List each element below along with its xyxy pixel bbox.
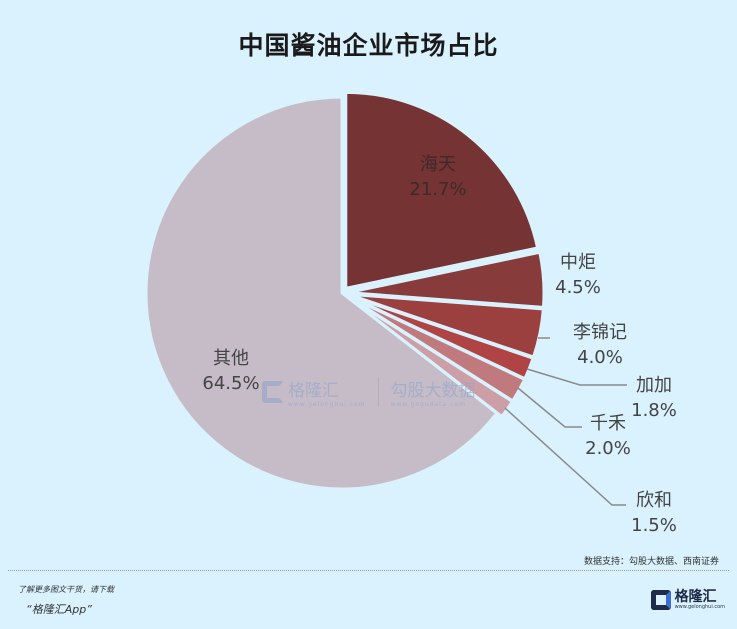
promo-app-name: “格隆汇App” <box>26 603 92 616</box>
leader-line-qianhe <box>517 387 582 428</box>
watermark-separator <box>377 377 379 407</box>
footer-brand-name: 格隆汇 <box>674 589 717 605</box>
label-zhongju: 中炬 4.5% <box>555 252 601 298</box>
watermark-brand: 格隆汇 <box>288 381 339 401</box>
label-other: 其他 64.5% <box>202 348 260 394</box>
label-haitian: 海天 21.7% <box>409 154 467 200</box>
chart-title: 中国酱油企业市场占比 <box>238 31 499 60</box>
leader-line-jiajia <box>526 368 627 386</box>
watermark-brand-url: www.gelonghui.com <box>288 401 366 408</box>
watermark-data-url: www.gogudata.com <box>390 401 466 408</box>
gelonghui-logo-icon <box>650 590 671 610</box>
pie-slice-6 <box>144 95 499 491</box>
pie-slice-1 <box>347 250 546 309</box>
leader-line-xinhe <box>504 407 626 506</box>
label-qianhe: 千禾 2.0% <box>585 413 631 459</box>
footer-brand-url: www.gelonghui.com <box>674 604 725 610</box>
gelonghui-logo-icon <box>262 381 284 403</box>
label-jiajia: 加加 1.8% <box>631 375 677 421</box>
footer-brand-logo: 格隆汇 www.gelonghui.com <box>650 589 725 610</box>
promo-text: 了解更多图文干货，请下载 <box>18 585 114 594</box>
label-xinhe: 欣和 1.5% <box>631 490 677 536</box>
label-lijinji: 李锦记 4.0% <box>573 322 627 368</box>
watermark-data-brand: 勾股大数据 <box>390 381 476 401</box>
watermark: 格隆汇 www.gelonghui.com 勾股大数据 www.gogudata… <box>262 376 476 408</box>
pie-slice-0 <box>344 90 540 291</box>
data-source: 数据支持：勾股大数据、西南证券 <box>583 557 719 567</box>
footer-divider <box>8 570 729 571</box>
